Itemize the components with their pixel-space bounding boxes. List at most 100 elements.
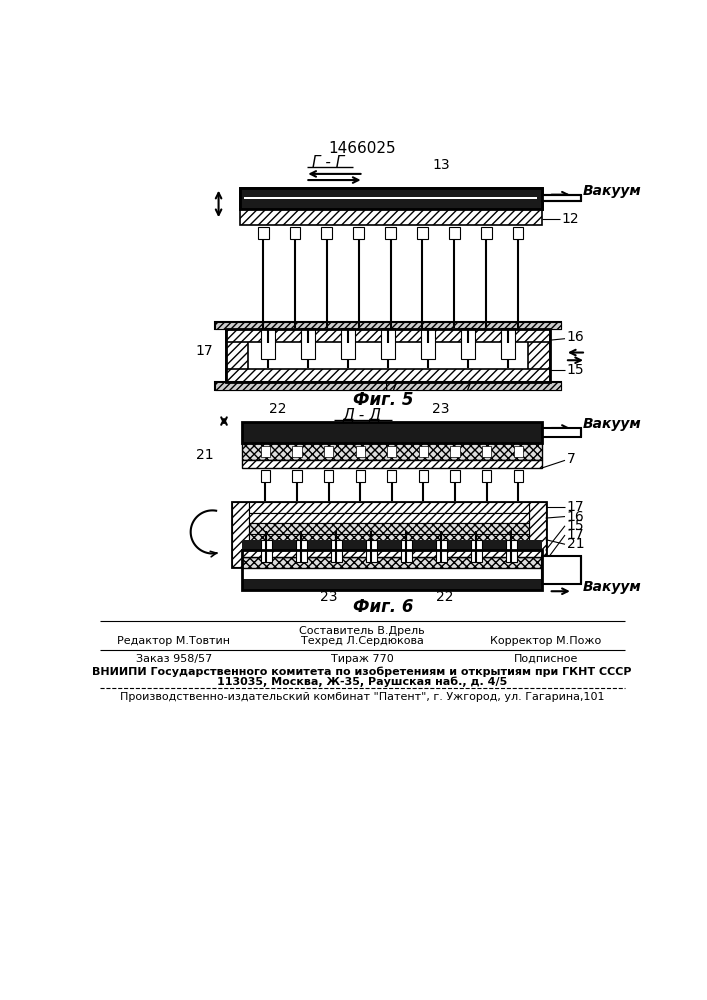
Bar: [240, 188, 542, 197]
Text: Составитель В.Дрель: Составитель В.Дрель: [299, 625, 425, 636]
Bar: [341, 328, 355, 359]
Bar: [242, 550, 542, 557]
Bar: [292, 446, 302, 457]
Bar: [244, 191, 537, 205]
Text: Фиг. 6: Фиг. 6: [353, 598, 413, 616]
Bar: [249, 523, 529, 537]
Bar: [482, 446, 491, 457]
Text: 17: 17: [566, 528, 584, 542]
Bar: [331, 540, 341, 562]
Bar: [249, 545, 529, 556]
Bar: [296, 540, 307, 562]
Text: Д - Д: Д - Д: [342, 407, 382, 422]
Text: Г - Г: Г - Г: [312, 155, 345, 170]
Bar: [419, 446, 428, 457]
Text: Фиг. 5: Фиг. 5: [353, 391, 413, 409]
Text: Вакуум: Вакуум: [583, 184, 641, 198]
Text: 16: 16: [566, 330, 584, 344]
Bar: [242, 550, 542, 590]
Bar: [226, 329, 549, 342]
Bar: [513, 470, 523, 482]
Bar: [529, 502, 546, 567]
Bar: [249, 534, 529, 545]
Bar: [240, 188, 542, 209]
Bar: [450, 446, 460, 457]
Bar: [292, 470, 302, 482]
Bar: [242, 422, 542, 433]
Text: 16: 16: [566, 510, 584, 524]
Bar: [249, 502, 529, 513]
Bar: [240, 209, 542, 225]
Text: 23: 23: [320, 590, 337, 604]
Text: Производственно-издательский комбинат "Патент", г. Ужгород, ул. Гагарина,101: Производственно-издательский комбинат "П…: [119, 692, 604, 702]
Text: 22: 22: [269, 402, 287, 416]
Bar: [249, 534, 529, 556]
Bar: [513, 446, 523, 457]
Bar: [419, 470, 428, 482]
Bar: [261, 328, 275, 359]
Text: 22: 22: [436, 590, 454, 604]
Text: ВНИИПИ Государственного комитета по изобретениям и открытиям при ГКНТ СССР: ВНИИПИ Государственного комитета по изоб…: [92, 666, 631, 677]
Bar: [242, 422, 542, 443]
Bar: [542, 556, 580, 584]
Bar: [482, 470, 491, 482]
Bar: [461, 328, 475, 359]
Bar: [481, 227, 491, 239]
Text: 13: 13: [432, 158, 450, 172]
Bar: [417, 227, 428, 239]
Bar: [226, 369, 549, 382]
Bar: [258, 227, 269, 239]
Bar: [215, 322, 561, 329]
Bar: [387, 470, 397, 482]
Text: Заказ 958/57: Заказ 958/57: [136, 654, 212, 664]
Bar: [242, 443, 542, 460]
Text: Вакуум: Вакуум: [583, 580, 641, 594]
Bar: [356, 470, 365, 482]
Text: 7: 7: [566, 452, 575, 466]
Bar: [261, 470, 270, 482]
Bar: [240, 199, 542, 209]
Bar: [215, 382, 561, 389]
Bar: [356, 446, 365, 457]
Bar: [242, 460, 542, 468]
Bar: [215, 322, 561, 329]
Bar: [449, 227, 460, 239]
Bar: [324, 470, 333, 482]
Text: 21: 21: [196, 448, 214, 462]
Bar: [436, 540, 447, 562]
Bar: [324, 446, 333, 457]
Bar: [450, 470, 460, 482]
Bar: [261, 540, 271, 562]
Text: 7: 7: [464, 380, 472, 394]
Text: 17: 17: [566, 500, 584, 514]
Bar: [240, 188, 542, 209]
Text: 15: 15: [566, 363, 584, 377]
Bar: [290, 227, 300, 239]
Text: 21: 21: [566, 537, 584, 551]
Bar: [366, 540, 377, 562]
Bar: [542, 428, 580, 437]
Bar: [385, 227, 396, 239]
Bar: [242, 540, 542, 551]
Bar: [242, 433, 542, 443]
Text: 113035, Москва, Ж-35, Раушская наб., д. 4/5: 113035, Москва, Ж-35, Раушская наб., д. …: [217, 676, 507, 687]
Text: 15: 15: [566, 519, 584, 533]
Bar: [513, 227, 523, 239]
Bar: [242, 579, 542, 590]
Bar: [322, 227, 332, 239]
Bar: [471, 540, 481, 562]
Bar: [215, 382, 561, 389]
Text: Техред Л.Сердюкова: Техред Л.Сердюкова: [300, 636, 423, 646]
Text: Редактор М.Товтин: Редактор М.Товтин: [117, 636, 230, 646]
Bar: [381, 328, 395, 359]
Bar: [232, 502, 546, 567]
Bar: [354, 227, 364, 239]
Bar: [506, 540, 517, 562]
Bar: [387, 446, 397, 457]
Text: 17: 17: [196, 344, 214, 358]
Bar: [242, 557, 542, 568]
Bar: [528, 329, 549, 382]
Text: Тираж 770: Тираж 770: [331, 654, 393, 664]
Bar: [401, 540, 411, 562]
Text: 23: 23: [432, 402, 450, 416]
